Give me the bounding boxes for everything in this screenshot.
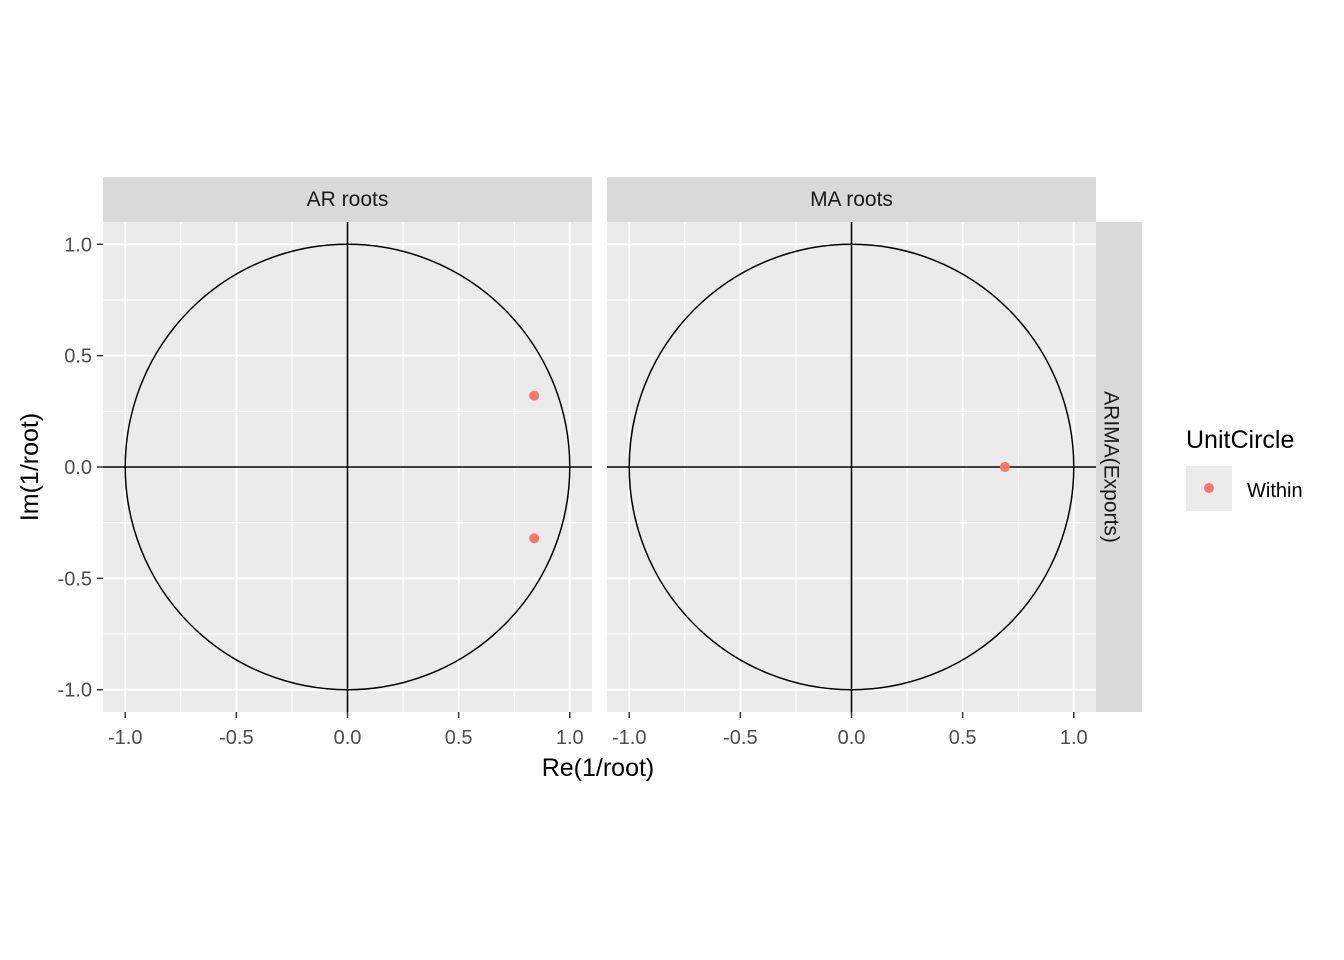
x-tick-label: -1.0: [612, 727, 646, 749]
root-point: [999, 462, 1010, 472]
y-tick-label: 0.0: [64, 457, 92, 479]
legend-label-within: Within: [1247, 480, 1303, 502]
panel-strip: [607, 177, 1096, 222]
x-tick-label: -0.5: [723, 727, 757, 749]
y-tick-label: -1.0: [58, 680, 92, 702]
x-axis-title: Re(1/root): [542, 754, 655, 782]
x-tick-label: 1.0: [1060, 727, 1088, 749]
y-tick-label: 0.5: [64, 346, 92, 368]
y-tick-label: -0.5: [58, 568, 92, 590]
panel-1: AR roots -1.0 -0.5 0.0 0.5 1.0 -1.0 -0.5 0.0 0.5 1…: [58, 177, 592, 749]
x-tick-label: 0.0: [838, 727, 866, 749]
x-tick-label: -1.0: [108, 727, 142, 749]
y-axis-title: Im(1/root): [16, 413, 44, 521]
panel-strip-label: AR roots: [307, 188, 389, 211]
legend-key-within: [1204, 483, 1214, 493]
unit-circle: [124, 243, 571, 691]
panel-strip-label: MA roots: [810, 188, 893, 211]
legend: UnitCircle Within: [1186, 426, 1303, 511]
unit-circle: [628, 243, 1075, 691]
root-point: [529, 533, 540, 544]
x-tick-label: 0.0: [334, 727, 362, 749]
x-tick-label: -0.5: [219, 727, 253, 749]
facet-row-label: ARIMA(Exports): [1099, 391, 1122, 543]
panels-layer: AR roots -1.0 -0.5 0.0 0.5 1.0 -1.0 -0.5 0.0 0.5 1…: [58, 177, 1096, 749]
panel-strip: [103, 177, 592, 222]
y-tick-label: 1.0: [64, 234, 92, 256]
root-point: [529, 390, 540, 401]
x-tick-label: 0.5: [949, 727, 977, 749]
x-tick-label: 0.5: [445, 727, 473, 749]
panel-2: MA roots -1.0 -0.5 0.0 0.5 1.0: [607, 177, 1096, 749]
legend-title: UnitCircle: [1186, 426, 1294, 454]
facet-row-strip: [1096, 222, 1142, 712]
x-tick-label: 1.0: [556, 727, 584, 749]
